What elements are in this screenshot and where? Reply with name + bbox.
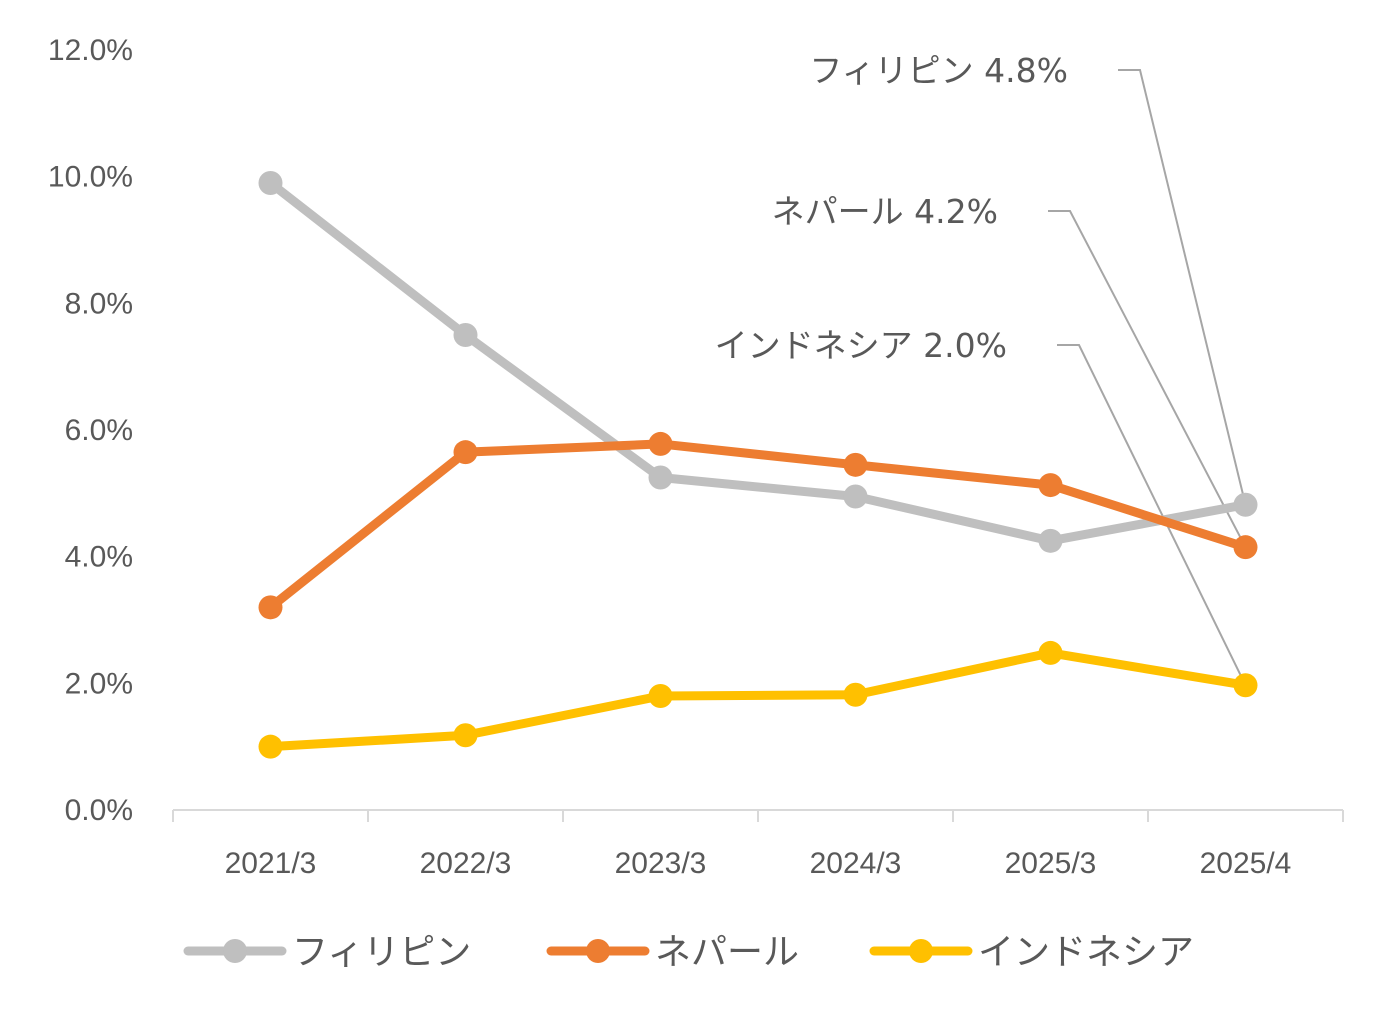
data-point (453, 723, 478, 748)
annotation-label: フィリピン 4.8% (809, 51, 1068, 90)
legend-swatch-marker (586, 939, 610, 963)
y-tick-label: 6.0% (65, 414, 133, 447)
y-tick-label: 8.0% (65, 287, 133, 320)
data-point (258, 171, 283, 195)
annotations: フィリピン 4.8% ネパール 4.2% インドネシア 2.0% (715, 51, 1068, 365)
annotation-leader-line (1048, 210, 1247, 548)
series-layer (258, 171, 1258, 759)
data-point (1038, 473, 1063, 498)
data-point (453, 440, 478, 465)
annotation-label: ネパール 4.2% (772, 192, 998, 231)
legend-swatch-marker (909, 939, 933, 963)
data-point (648, 431, 673, 456)
x-tick-label: 2024/3 (810, 847, 902, 880)
legend-label: インドネシア (978, 932, 1194, 973)
x-tick-label: 2022/3 (420, 847, 512, 880)
x-tick-label: 2021/3 (225, 847, 317, 880)
series-line-3 (266, 648, 1250, 752)
data-point (453, 323, 478, 347)
annotation-leader-line (1118, 69, 1247, 505)
y-tick-label: 4.0% (65, 541, 133, 574)
data-point (1233, 535, 1258, 560)
legend-label: フィリピン (292, 932, 471, 973)
legend-label: ネパール (655, 932, 799, 973)
data-point (648, 684, 673, 708)
y-tick-label: 12.0% (48, 34, 133, 67)
data-point (1233, 492, 1258, 517)
series-line-1 (266, 178, 1250, 546)
data-point (648, 465, 673, 490)
annotation-leader-line (1057, 344, 1247, 686)
data-point (1038, 528, 1063, 553)
x-tick-label: 2025/3 (1005, 847, 1097, 880)
data-point (843, 682, 868, 707)
legend: フィリピン ネパール インドネシア (183, 932, 1194, 973)
legend-swatch-marker (223, 939, 247, 963)
y-tick-label: 2.0% (65, 667, 133, 700)
x-axis: 2021/3 2022/3 2023/3 2024/3 2025/3 2025/… (172, 809, 1344, 880)
data-point (258, 734, 283, 759)
data-point (843, 452, 868, 477)
x-tick-label: 2023/3 (615, 847, 707, 880)
data-point (1233, 673, 1258, 698)
data-point (258, 595, 283, 620)
annotation-leaders (1048, 69, 1247, 686)
y-axis: 0.0% 2.0% 4.0% 6.0% 8.0% 10.0% 12.0% (48, 34, 133, 827)
series-line-2 (266, 439, 1250, 612)
data-point (1038, 640, 1063, 665)
y-tick-label: 0.0% (65, 794, 133, 827)
y-tick-label: 10.0% (48, 161, 133, 194)
data-point (843, 484, 868, 509)
annotation-label: インドネシア 2.0% (715, 326, 1007, 365)
x-tick-label: 2025/4 (1200, 847, 1292, 880)
